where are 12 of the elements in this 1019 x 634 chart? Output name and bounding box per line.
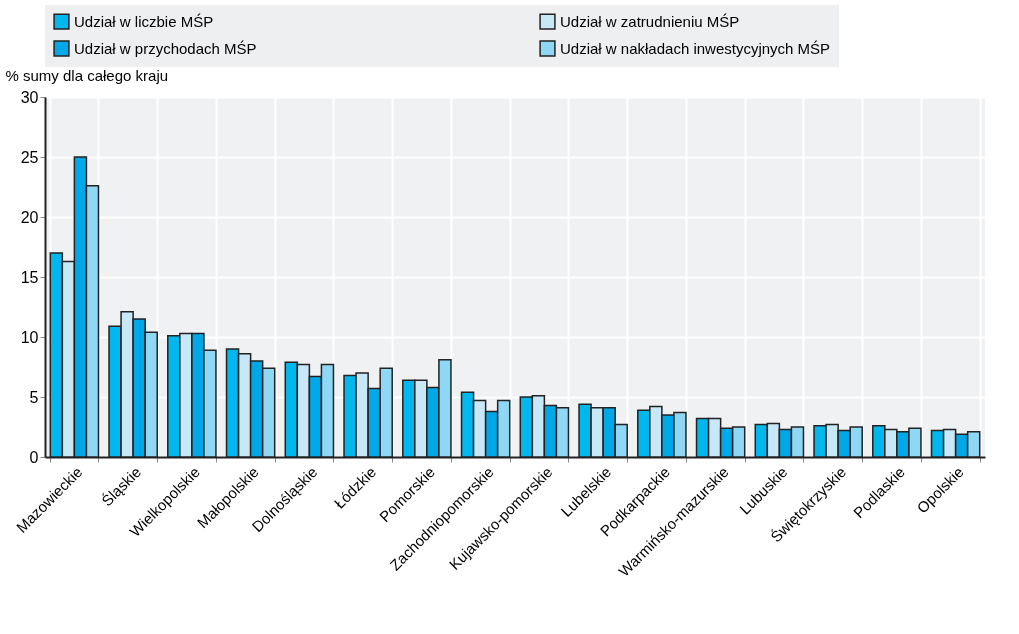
y-tick-label: 25 (20, 148, 39, 166)
legend-label: Udział w zatrudnieniu MŚP (560, 12, 740, 30)
legend-label: Udział w nakładach inwestycyjnych MŚP (560, 39, 831, 57)
legend-label: Udział w przychodach MŚP (74, 39, 257, 57)
y-tick-label: 30 (20, 88, 39, 106)
y-tick-label: 0 (29, 448, 39, 466)
legend-label: Udział w liczbie MŚP (74, 12, 214, 30)
y-tick-label: 20 (20, 208, 39, 226)
y-tick-label: 15 (20, 268, 39, 286)
y-tick-label: 10 (20, 328, 39, 346)
y-axis-title: % sumy dla całego kraju (5, 66, 169, 84)
y-tick-label: 5 (29, 388, 39, 406)
